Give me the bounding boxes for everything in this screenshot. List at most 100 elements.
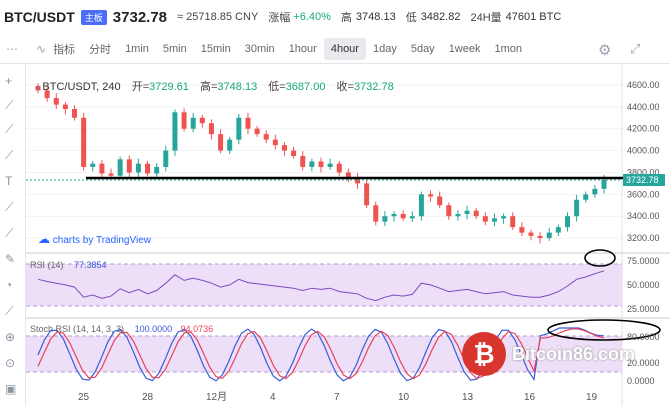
candle-body bbox=[574, 199, 580, 217]
candle-body bbox=[336, 163, 342, 173]
interval-30min[interactable]: 30min bbox=[244, 42, 275, 55]
chart-area[interactable]: 4600.00 4400.00 4200.00 4000.00 3800.00 3600.… bbox=[26, 64, 670, 406]
legend-low-label: 低= bbox=[268, 81, 286, 93]
time-axis-label: 7 bbox=[334, 392, 340, 403]
ruler-icon[interactable]: ⟋ bbox=[5, 304, 14, 318]
candle-body bbox=[510, 216, 516, 228]
rsi-tick-50: 50.0000 bbox=[627, 280, 660, 290]
price-tick-label: 4000.00 bbox=[627, 146, 660, 156]
cny-price: ≈ 25718.85 CNY bbox=[177, 11, 259, 23]
legend-high: 3748.13 bbox=[217, 81, 258, 93]
low-label: 低 bbox=[405, 12, 417, 24]
expand-icon[interactable]: ⋯ bbox=[6, 41, 18, 56]
candle-body bbox=[519, 227, 525, 233]
time-axis-label: 16 bbox=[524, 392, 536, 403]
price-tick-label: 4600.00 bbox=[627, 80, 660, 90]
time-axis-label: 4 bbox=[270, 392, 276, 403]
interval-1min[interactable]: 1min bbox=[125, 42, 149, 55]
watermark: ₿ Bitcoin86.com bbox=[462, 332, 635, 376]
horizontal-line-icon[interactable]: T bbox=[5, 174, 13, 188]
change-label: 涨幅 bbox=[268, 12, 291, 24]
stoch-tick-80: 80.0000 bbox=[627, 332, 660, 342]
candle-body bbox=[555, 227, 561, 233]
candlestick-chart-svg[interactable]: 4600.00 4400.00 4200.00 4000.00 3800.00 3600.… bbox=[26, 64, 670, 406]
legend-close: 3732.78 bbox=[353, 81, 394, 93]
pen-icon[interactable]: ✎ bbox=[5, 252, 16, 266]
candle-body bbox=[546, 232, 552, 239]
candle-body bbox=[400, 214, 406, 219]
interval-4hour[interactable]: 4hour bbox=[323, 37, 366, 60]
candle-body bbox=[300, 156, 306, 167]
interval-1week[interactable]: 1week bbox=[448, 42, 481, 55]
candle-body bbox=[355, 177, 361, 184]
low-value: 3482.82 bbox=[420, 11, 461, 23]
interval-5day[interactable]: 5day bbox=[410, 42, 435, 55]
price-tick-label: 3800.00 bbox=[627, 167, 660, 177]
trash-icon[interactable]: ▣ bbox=[5, 382, 17, 396]
candle-body bbox=[391, 214, 397, 217]
candle-body bbox=[528, 232, 534, 236]
settings-gear-icon[interactable]: ⚙ bbox=[598, 42, 612, 59]
trendline-icon[interactable]: ⟋ bbox=[5, 98, 14, 112]
rsi-annotation-ellipse bbox=[584, 249, 616, 267]
rsi-line bbox=[37, 270, 605, 302]
legend-open-label: 开= bbox=[131, 81, 150, 93]
interval-5min[interactable]: 5min bbox=[162, 42, 187, 55]
tradingview-logo[interactable]: ☁ charts by TradingView bbox=[38, 232, 151, 246]
stoch-k-value: 100.0000 bbox=[134, 324, 173, 334]
collapse-chevron-icon[interactable]: ‹ bbox=[36, 82, 40, 93]
stoch-d-value: 94.0736 bbox=[180, 324, 214, 334]
ticker-header: BTC/USDT 主板 3732.78 ≈ 25718.85 CNY 涨幅 +6… bbox=[0, 0, 670, 34]
fib-icon[interactable]: ⟋ bbox=[5, 200, 14, 214]
price-tick-label: 3400.00 bbox=[627, 211, 660, 221]
candle-body bbox=[428, 194, 434, 197]
candle-body bbox=[473, 210, 479, 217]
candle-body bbox=[245, 117, 251, 129]
stoch-name: Stoch RSI (14, 14, 3, 3) bbox=[30, 324, 125, 334]
candle-body bbox=[491, 218, 497, 222]
candle-body bbox=[272, 139, 278, 146]
legend-open: 3729.61 bbox=[149, 81, 189, 93]
candle-body bbox=[382, 216, 388, 222]
interval-1hour[interactable]: 1hour bbox=[288, 42, 317, 55]
crosshair-icon[interactable]: + bbox=[5, 74, 13, 88]
legend-low: 3687.00 bbox=[285, 81, 326, 93]
candle-body bbox=[35, 86, 41, 91]
interval-15min[interactable]: 15min bbox=[200, 42, 231, 55]
pair-name[interactable]: BTC/USDT bbox=[4, 9, 75, 25]
magnet-icon[interactable]: ⊙ bbox=[5, 356, 16, 370]
fullscreen-icon[interactable]: ⤢ bbox=[630, 41, 641, 56]
candle-body bbox=[482, 216, 488, 222]
candle-body bbox=[154, 166, 160, 174]
candle-body bbox=[53, 98, 59, 105]
time-axis-label: 12月 bbox=[206, 391, 227, 403]
ohlc-legend: ‹ BTC/USDT, 240 开=3729.61 高=3748.13 低=36… bbox=[36, 78, 394, 94]
bitcoin-logo-icon: ₿ bbox=[462, 332, 506, 376]
candle-body bbox=[409, 216, 415, 219]
measure-icon[interactable]: ⊕ bbox=[5, 330, 16, 344]
rsi-value: 77.3854 bbox=[74, 260, 107, 270]
candle-body bbox=[373, 205, 379, 222]
ray-icon[interactable]: ⟋ bbox=[5, 122, 14, 136]
candle-body bbox=[227, 139, 233, 151]
shape-icon[interactable]: ◔ bbox=[5, 278, 13, 292]
timeshare-button[interactable]: 分时 bbox=[89, 43, 112, 56]
candle-body bbox=[117, 159, 123, 176]
time-axis-label: 25 bbox=[78, 392, 90, 403]
indicator-icon: ∿ bbox=[36, 41, 47, 56]
interval-1day[interactable]: 1day bbox=[372, 42, 397, 55]
tradingview-cloud-icon: ☁ bbox=[38, 232, 50, 246]
pitchfork-icon[interactable]: ⟋ bbox=[5, 148, 14, 162]
candle-body bbox=[318, 161, 324, 167]
price-tick-label: 4400.00 bbox=[627, 102, 660, 112]
candle-body bbox=[199, 117, 205, 124]
rsi-name: RSI (14) bbox=[30, 260, 64, 270]
indicator-button[interactable]: 指标 bbox=[53, 43, 76, 56]
candle-body bbox=[345, 172, 351, 178]
candle-body bbox=[327, 163, 333, 167]
interval-1mon[interactable]: 1mon bbox=[494, 42, 523, 55]
drawing-tools-sidebar: + ⟋ ⟋ ⟋ T ⟋ ⟋ ✎ ◔ ⟋ ⊕ ⊙ ▣ bbox=[0, 64, 26, 406]
channel-icon[interactable]: ⟋ bbox=[5, 226, 14, 240]
legend-close-label: 收= bbox=[336, 81, 354, 93]
time-axis-label: 28 bbox=[142, 392, 154, 403]
